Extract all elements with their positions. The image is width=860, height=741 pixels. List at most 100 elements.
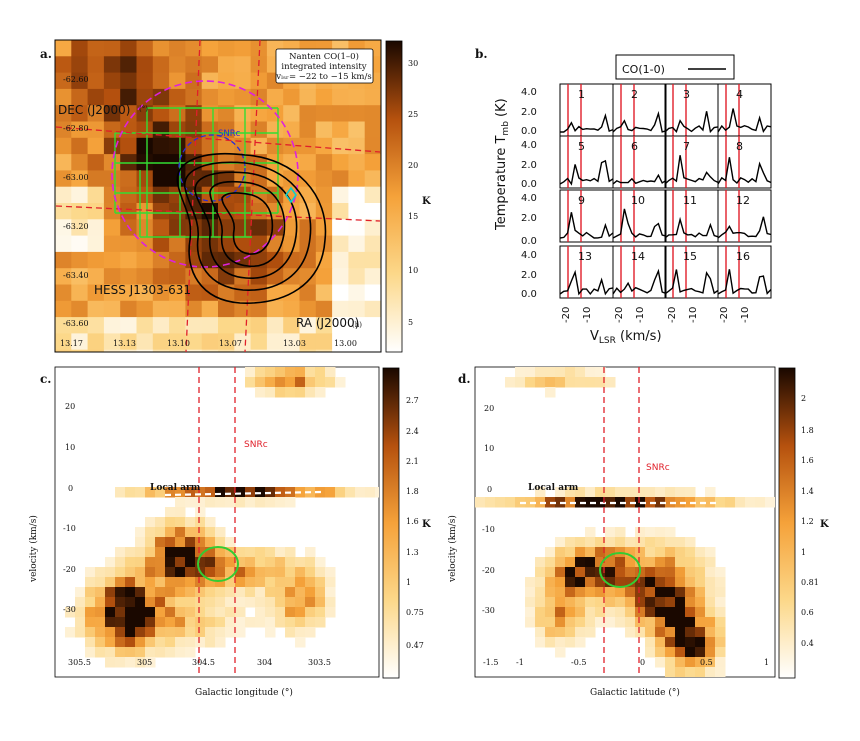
panel-b-xlabel: VLSR (km/s) — [590, 329, 662, 346]
colorbar-a — [385, 40, 403, 353]
cbar-tick: 0.6 — [801, 608, 814, 617]
spectrum-panel: 10 — [612, 189, 667, 243]
x-tick: 304 — [257, 658, 272, 667]
subpanel-number: 8 — [736, 140, 743, 153]
subpanel-number: 2 — [631, 88, 638, 101]
y-tick: 2.0 — [521, 160, 537, 171]
cbar-tick: 2.7 — [406, 396, 419, 405]
x-tick: -20 — [561, 307, 572, 323]
x-tick: 303.5 — [308, 658, 331, 667]
y-tick: -62.80 — [63, 124, 89, 133]
x-tick: 0 — [640, 658, 645, 667]
x-tick: 1 — [764, 658, 769, 667]
local-arm-label: Local arm — [528, 483, 579, 493]
x-tick: -20 — [719, 307, 730, 323]
panel-b-y-ticks: 4.0 2.0 0.0 4.0 2.0 0.0 4.0 2.0 0.0 4.0 … — [521, 87, 537, 300]
panel-c-xlabel: Galactic longitude (°) — [195, 687, 293, 698]
subpanel-number: 12 — [736, 194, 750, 207]
cbar-tick: 1.8 — [406, 487, 419, 496]
local-arm-line — [164, 490, 323, 497]
x-tick: 305.5 — [68, 658, 91, 667]
cbar-tick: 1.6 — [406, 517, 419, 526]
x-tick: -0.5 — [571, 658, 586, 667]
panel-b-legend-label: CO(1-0) — [622, 63, 665, 76]
cbar-tick: 2 — [801, 394, 806, 403]
y-tick: -10 — [63, 524, 76, 533]
y-tick: -30 — [482, 606, 495, 615]
y-tick: 2.0 — [521, 270, 537, 281]
panel-a-y-ticks: -62.60 -62.80 -63.00 -63.20 -63.40 -63.6… — [63, 75, 89, 328]
colorbar-d-ticks: 2 1.8 1.6 1.4 1.2 1 0.81 0.6 0.4 — [801, 394, 819, 648]
snr-ellipse — [599, 552, 641, 588]
y-tick: -63.60 — [63, 319, 89, 328]
x-tick: -10 — [740, 307, 751, 323]
y-tick: 0.0 — [521, 126, 537, 137]
cbar-tick: 1.2 — [801, 517, 814, 526]
snr-ellipse — [197, 546, 239, 582]
colorbar-c-unit: K — [422, 519, 431, 530]
y-tick: 2.0 — [521, 107, 537, 118]
spectrum-panel: 5 — [559, 135, 614, 189]
subpanel-number: 11 — [683, 194, 697, 207]
spectrum-panel: 11 — [664, 189, 719, 243]
x-tick: 13.03 — [283, 339, 306, 348]
x-tick: -10 — [688, 307, 699, 323]
y-tick: -30 — [63, 605, 76, 614]
cbar-tick: 20 — [408, 161, 418, 170]
colorbar-a-unit: K — [422, 196, 431, 207]
panel-b-x-ticks: -20 -10 -20 -10 -20 -10 -20 -10 — [561, 307, 751, 323]
panel-d-letter: d. — [458, 372, 471, 386]
x-tick: -10 — [635, 307, 646, 323]
cbar-tick: 1.8 — [801, 426, 814, 435]
cbar-tick: 0.75 — [406, 608, 424, 617]
cbar-tick: 2.1 — [406, 457, 419, 466]
panel-d-x-ticks: -1.5 -1 -0.5 0 0.5 1 — [483, 658, 769, 667]
cbar-tick: 1.3 — [406, 548, 419, 557]
dec-unit: (°) — [139, 105, 148, 113]
cbar-tick: 1.4 — [801, 487, 814, 496]
y-tick: -20 — [482, 566, 495, 575]
y-tick: 20 — [65, 402, 75, 411]
dec-label: DEC (J2000) — [58, 103, 130, 117]
spectrum-panel: 8 — [717, 135, 772, 189]
cbar-tick: 0.47 — [406, 641, 424, 650]
panel-c-y-ticks: 20 10 0 -10 -20 -30 — [63, 402, 76, 614]
y-tick: -63.20 — [63, 222, 89, 231]
x-tick: -20 — [667, 307, 678, 323]
spectrum-panel: 1 — [559, 83, 614, 137]
ra-unit: (h) — [352, 321, 362, 329]
subpanel-number: 5 — [578, 140, 585, 153]
y-tick: 4.0 — [521, 140, 537, 151]
cbar-tick: 1.6 — [801, 456, 814, 465]
spectrum-panel: 4 — [717, 83, 772, 137]
subpanel-number: 3 — [683, 88, 690, 101]
colorbar-d-unit: K — [820, 519, 829, 530]
colorbar-a-ticks: 30 25 20 15 10 5 — [408, 59, 418, 327]
colorbar-c — [382, 367, 400, 679]
cbar-tick: 1 — [801, 548, 806, 557]
snrc-label: SNRc — [218, 129, 241, 139]
subpanel-number: 4 — [736, 88, 743, 101]
cbar-tick: 25 — [408, 110, 418, 119]
legend-line-1: Nanten CO(1–0) — [289, 51, 359, 62]
panel-d-xlabel: Galactic latitude (°) — [590, 687, 680, 698]
spectrum-panel: 12 — [717, 189, 772, 243]
tev-contours — [176, 152, 327, 304]
cbar-tick: 5 — [408, 318, 413, 327]
panel-c-x-ticks: 305.5 305 304.5 304 303.5 — [68, 658, 331, 667]
subpanel-number: 7 — [683, 140, 690, 153]
y-tick: 0.0 — [521, 179, 537, 190]
spectrum-panel: 9 — [559, 189, 614, 243]
panel-a-x-ticks: 13.17 13.13 13.10 13.07 13.03 13.00 — [60, 339, 357, 348]
subpanel-number: 9 — [578, 194, 585, 207]
y-tick: 4.0 — [521, 87, 537, 98]
cbar-tick: 2.4 — [406, 427, 419, 436]
x-tick: 13.07 — [219, 339, 242, 348]
panel-c: c. Local arm SNRc 20 10 0 -10 -20 -30 30… — [28, 366, 431, 698]
x-tick: 305 — [137, 658, 152, 667]
spectrum-panel: 14 — [612, 245, 667, 299]
cyan-marker — [285, 186, 297, 204]
panel-b-letter: b. — [475, 47, 488, 61]
subpanel-number: 14 — [631, 250, 645, 263]
